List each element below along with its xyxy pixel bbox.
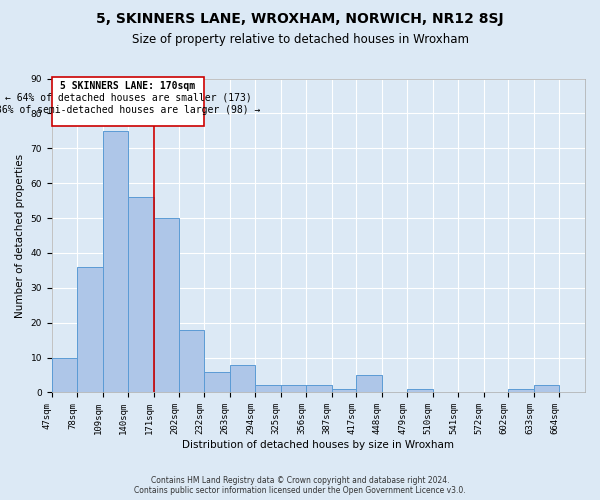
Bar [255, 386, 281, 392]
Bar [154, 218, 179, 392]
Bar [332, 389, 356, 392]
Bar [103, 131, 128, 392]
Text: 36% of semi-detached houses are larger (98) →: 36% of semi-detached houses are larger (… [0, 104, 260, 115]
FancyBboxPatch shape [52, 77, 204, 126]
Bar [306, 386, 332, 392]
Y-axis label: Number of detached properties: Number of detached properties [15, 154, 25, 318]
Bar [77, 267, 103, 392]
Bar [204, 372, 230, 392]
Bar [508, 389, 534, 392]
Text: Contains public sector information licensed under the Open Government Licence v3: Contains public sector information licen… [134, 486, 466, 495]
Text: 5 SKINNERS LANE: 170sqm: 5 SKINNERS LANE: 170sqm [61, 81, 196, 91]
Text: 5, SKINNERS LANE, WROXHAM, NORWICH, NR12 8SJ: 5, SKINNERS LANE, WROXHAM, NORWICH, NR12… [96, 12, 504, 26]
Bar [356, 375, 382, 392]
Bar [230, 364, 255, 392]
Text: Size of property relative to detached houses in Wroxham: Size of property relative to detached ho… [131, 32, 469, 46]
Bar [534, 386, 559, 392]
Bar [281, 386, 306, 392]
Bar [179, 330, 204, 392]
Text: Contains HM Land Registry data © Crown copyright and database right 2024.: Contains HM Land Registry data © Crown c… [151, 476, 449, 485]
Bar [407, 389, 433, 392]
Text: ← 64% of detached houses are smaller (173): ← 64% of detached houses are smaller (17… [5, 92, 251, 102]
X-axis label: Distribution of detached houses by size in Wroxham: Distribution of detached houses by size … [182, 440, 454, 450]
Bar [52, 358, 77, 392]
Bar [128, 197, 154, 392]
